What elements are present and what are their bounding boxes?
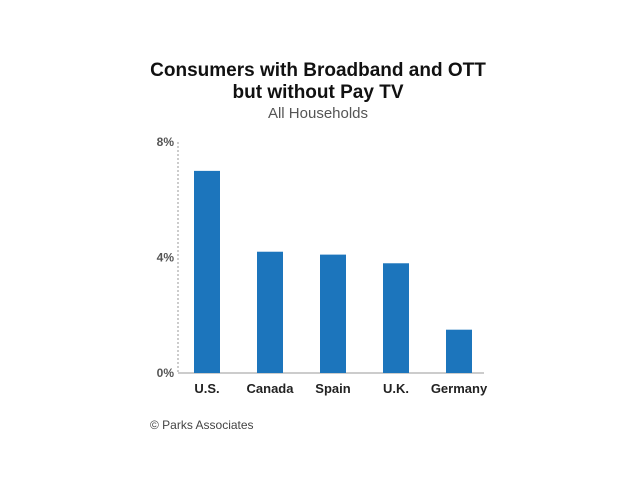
y-tick-labels: 0% 4% 8% <box>157 135 175 380</box>
y-tick-label: 0% <box>157 366 175 380</box>
x-tick-label: Canada <box>247 381 295 396</box>
chart-subtitle: All Households <box>268 105 368 122</box>
x-tick-label: Germany <box>431 381 488 396</box>
bar <box>446 329 472 373</box>
x-tick-label: Spain <box>315 381 350 396</box>
bar <box>383 263 409 373</box>
bar <box>257 251 283 373</box>
y-tick-label: 4% <box>157 251 175 265</box>
source-credit: © Parks Associates <box>150 418 254 432</box>
chart-title-line-1: Consumers with Broadband and OTT <box>150 60 486 81</box>
bar <box>194 170 220 373</box>
bar <box>320 254 346 373</box>
x-tick-labels: U.S. Canada Spain U.K. Germany <box>194 381 488 396</box>
x-tick-label: U.S. <box>194 381 219 396</box>
y-tick-label: 8% <box>157 135 175 149</box>
chart-title-line-2: but without Pay TV <box>233 82 404 103</box>
x-tick-label: U.K. <box>383 381 409 396</box>
bars <box>194 170 472 373</box>
